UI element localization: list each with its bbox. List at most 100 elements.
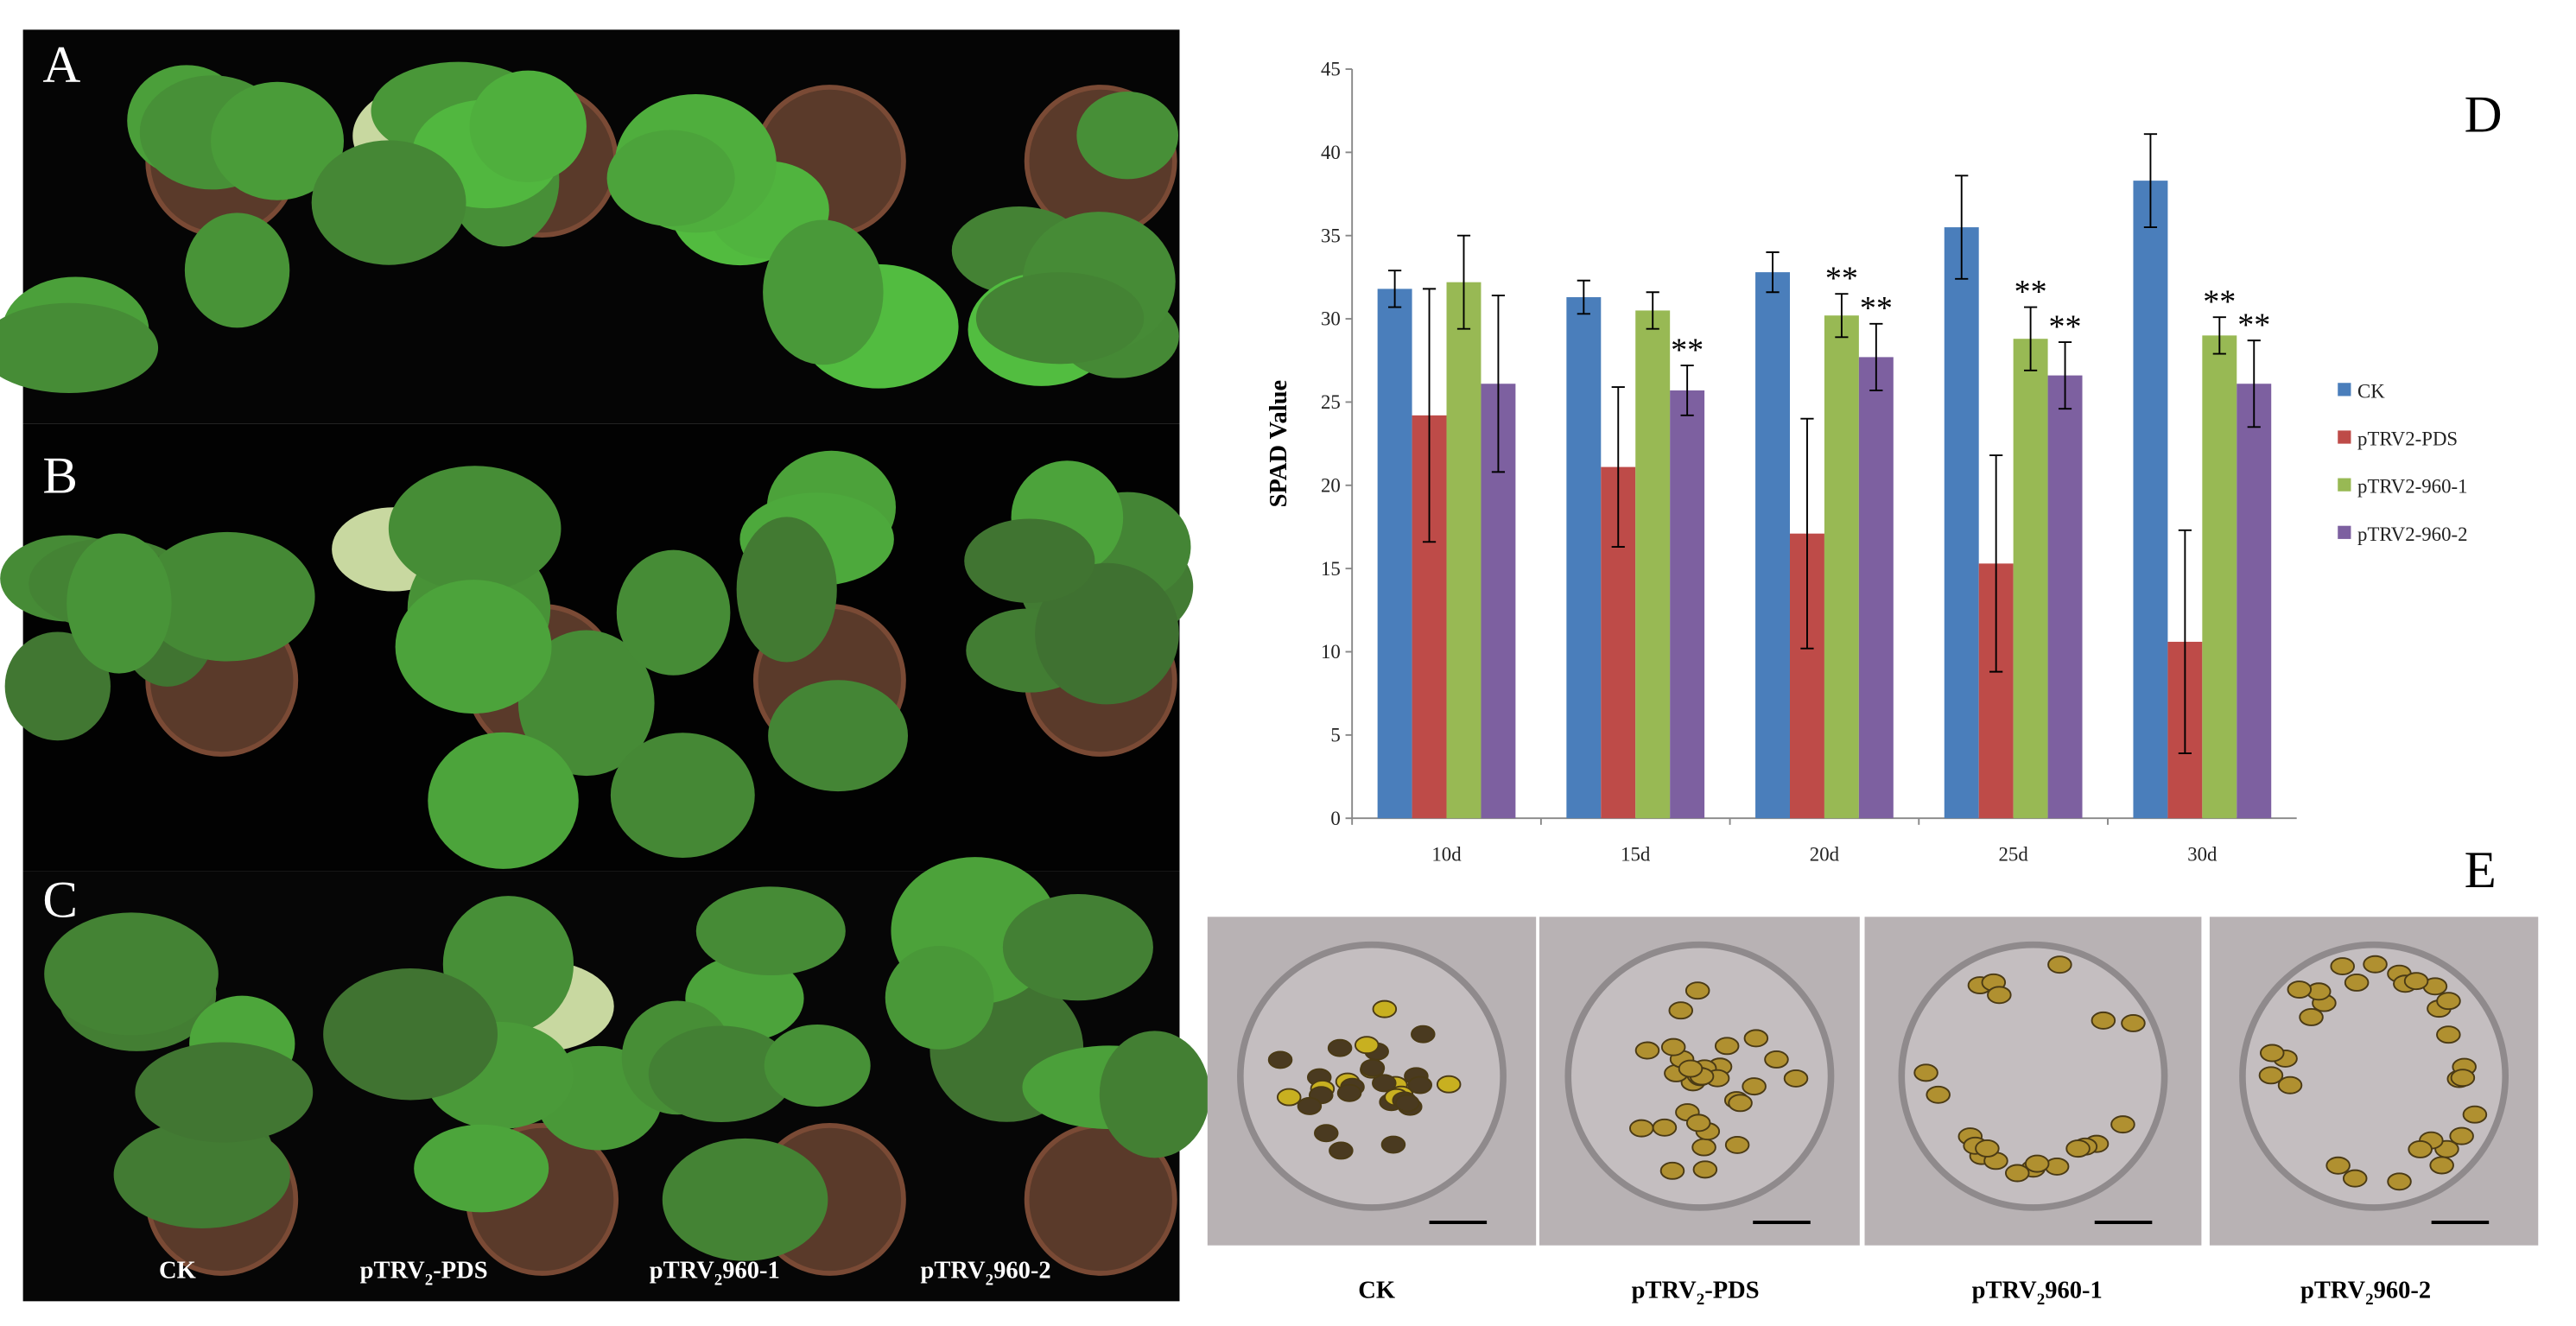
x-tick-label: 15d bbox=[1621, 844, 1651, 866]
leaf bbox=[395, 580, 552, 714]
legend-label: pTRV2-960-2 bbox=[2357, 523, 2467, 545]
chloroplast bbox=[1685, 1113, 1711, 1132]
chloroplast bbox=[1764, 1050, 1789, 1069]
chloroplast bbox=[2299, 1008, 2324, 1026]
bar bbox=[1566, 297, 1602, 819]
legend-swatch bbox=[2338, 478, 2351, 492]
error-bar bbox=[2058, 341, 2072, 410]
leaf bbox=[67, 533, 172, 674]
label-rest: 960-1 bbox=[722, 1258, 780, 1285]
label-text: pTRV bbox=[921, 1258, 986, 1285]
chloroplast bbox=[1913, 1063, 1938, 1082]
label-text: pTRV bbox=[360, 1258, 425, 1285]
photo-label: pTRV2-PDS bbox=[360, 1258, 488, 1290]
chloroplast bbox=[1327, 1038, 1353, 1057]
label-rest: 960-2 bbox=[993, 1258, 1051, 1285]
micro-label: pTRV2-PDS bbox=[1632, 1278, 1760, 1310]
chloroplast bbox=[2429, 1156, 2454, 1175]
bar bbox=[1944, 227, 1979, 819]
legend-label: CK bbox=[2357, 380, 2385, 402]
chloroplast bbox=[1629, 1119, 1654, 1138]
error-bar bbox=[1835, 293, 1849, 339]
y-tick-label: 0 bbox=[1330, 808, 1340, 829]
chloroplast bbox=[1652, 1118, 1678, 1137]
bar bbox=[2013, 339, 2048, 819]
legend-swatch bbox=[2338, 525, 2351, 539]
chloroplast bbox=[1314, 1124, 1339, 1143]
leaf bbox=[388, 466, 562, 592]
chloroplast bbox=[1975, 1139, 2000, 1158]
y-tick-label: 45 bbox=[1321, 59, 1341, 80]
chloroplast bbox=[1336, 1083, 1362, 1102]
label-text: pTRV bbox=[650, 1258, 714, 1285]
leaf bbox=[736, 517, 837, 663]
chloroplast bbox=[2403, 972, 2429, 991]
label-rest: -PDS bbox=[433, 1258, 487, 1285]
chloroplast bbox=[1354, 1036, 1380, 1055]
label-sub: 2 bbox=[2037, 1291, 2046, 1309]
leaf bbox=[1099, 1031, 1210, 1158]
leaf bbox=[616, 549, 731, 676]
chloroplast bbox=[1659, 1161, 1685, 1180]
chloroplast bbox=[1678, 1059, 1704, 1078]
error-bar bbox=[1646, 291, 1659, 330]
chloroplast bbox=[1634, 1041, 1660, 1060]
leaf bbox=[606, 130, 735, 226]
chloroplast bbox=[1743, 1029, 1769, 1048]
bar bbox=[1446, 282, 1482, 819]
y-tick-label: 35 bbox=[1321, 225, 1341, 246]
label-sub: 2 bbox=[1697, 1291, 1705, 1309]
leaf bbox=[211, 81, 345, 200]
leaf bbox=[1076, 92, 1178, 180]
legend-swatch bbox=[2338, 383, 2351, 397]
leaf bbox=[764, 1024, 871, 1107]
chloroplast bbox=[1691, 1138, 1716, 1157]
label-rest: -PDS bbox=[1704, 1278, 1759, 1304]
error-bar bbox=[1955, 174, 1969, 280]
bar bbox=[2237, 384, 2272, 819]
bar bbox=[2202, 335, 2237, 819]
label-text: pTRV bbox=[2300, 1278, 2365, 1304]
chloroplast bbox=[1926, 1085, 1951, 1104]
y-tick-label: 5 bbox=[1330, 724, 1340, 745]
error-bar bbox=[2212, 316, 2226, 355]
error-bar bbox=[1869, 322, 1883, 391]
leaf bbox=[0, 302, 159, 393]
legend-label: pTRV2-PDS bbox=[2357, 428, 2458, 450]
chloroplast bbox=[2110, 1115, 2135, 1134]
panel-label: B bbox=[42, 447, 78, 505]
chloroplast bbox=[1297, 1096, 1323, 1115]
chloroplast bbox=[1668, 1001, 1694, 1020]
y-tick-label: 30 bbox=[1321, 308, 1341, 330]
y-tick-label: 20 bbox=[1321, 474, 1341, 496]
significance: ** bbox=[1860, 290, 1893, 327]
error-bar bbox=[1800, 417, 1814, 650]
bar bbox=[1377, 289, 1412, 819]
leaf bbox=[140, 531, 315, 662]
label-text: pTRV bbox=[1972, 1278, 2037, 1304]
y-tick-label: 15 bbox=[1321, 558, 1341, 580]
leaf bbox=[1002, 894, 1153, 1001]
bar bbox=[1670, 390, 1705, 819]
leaf bbox=[695, 886, 846, 976]
chloroplast bbox=[1380, 1135, 1406, 1154]
y-axis-label: SPAD Value bbox=[1266, 380, 1292, 508]
significance: ** bbox=[1671, 332, 1704, 368]
micro-label: pTRV2960-1 bbox=[1972, 1278, 2103, 1310]
leaf bbox=[768, 680, 909, 792]
leaf bbox=[648, 1025, 794, 1123]
chloroplast bbox=[1728, 1094, 1753, 1113]
error-bar bbox=[1989, 454, 2003, 673]
leaf bbox=[311, 140, 466, 265]
label-sub: 2 bbox=[425, 1271, 434, 1289]
chloroplast bbox=[1724, 1135, 1750, 1154]
chloroplast bbox=[2004, 1164, 2030, 1183]
legend-label: pTRV2-960-1 bbox=[2357, 476, 2467, 498]
leaf bbox=[113, 1120, 290, 1228]
y-tick-label: 40 bbox=[1321, 142, 1341, 163]
y-tick-label: 25 bbox=[1321, 391, 1341, 413]
panel-label: E bbox=[2465, 841, 2497, 899]
leaf bbox=[610, 733, 755, 858]
